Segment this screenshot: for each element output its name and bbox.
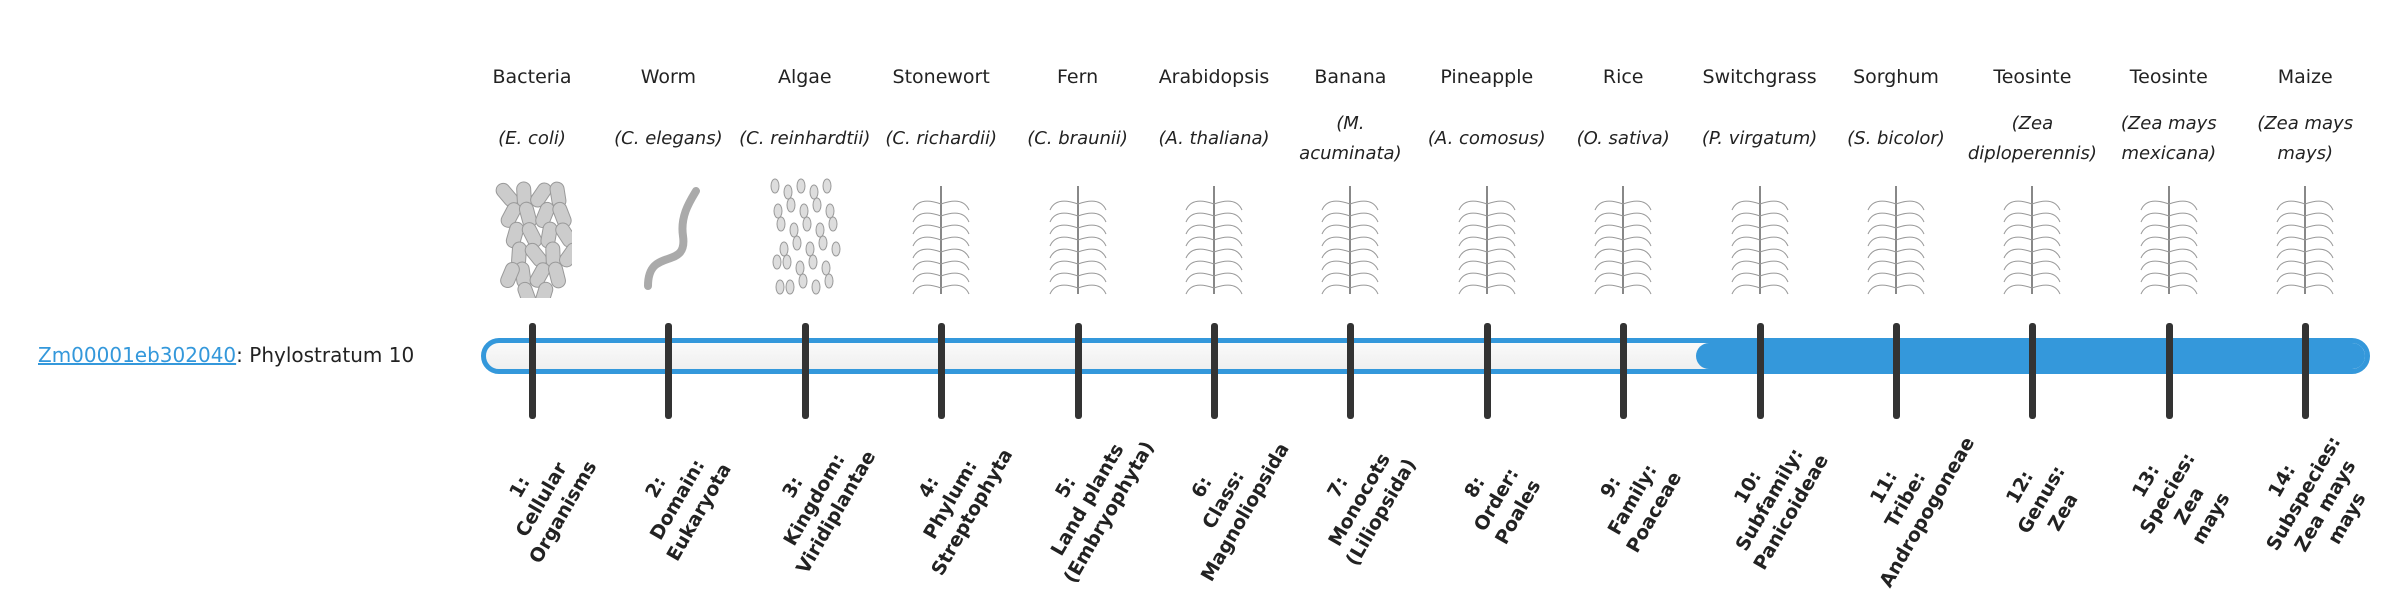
fern-icon xyxy=(1049,186,1107,295)
rice-icon xyxy=(1594,186,1652,295)
common-name: Banana xyxy=(1314,66,1387,88)
species-name: (C. braunii) xyxy=(1010,104,1146,174)
teosinte-icon xyxy=(2003,186,2061,295)
rank-label: 1: Cellular Organisms xyxy=(467,408,617,593)
common-name: Pineapple xyxy=(1440,66,1534,88)
species-name: (S. bicolor) xyxy=(1828,104,1964,174)
phylostratum-bar xyxy=(481,338,2370,374)
rank-label: 12: Genus: Zea xyxy=(1967,408,2117,593)
tick-mark-12 xyxy=(2029,323,2037,419)
rank-label: 5: Land plants (Embryophyta) xyxy=(1013,408,1163,593)
tick-mark-8 xyxy=(1483,323,1491,419)
common-name: Rice xyxy=(1602,66,1644,88)
species-name: (C. reinhardtii) xyxy=(737,104,873,174)
rank-label: 8: Order: Poales xyxy=(1422,408,1572,593)
maize-icon xyxy=(2276,186,2334,295)
species-text: (A. comosus) xyxy=(1427,128,1546,149)
teosinte-mexicana-icon xyxy=(2140,186,2198,295)
common-name: Teosinte xyxy=(2129,66,2208,88)
worm-icon xyxy=(644,187,701,290)
species-text: (P. virgatum) xyxy=(1701,128,1818,149)
common-name: Worm xyxy=(640,66,697,88)
stonewort-icon xyxy=(912,186,970,295)
tick-mark-7 xyxy=(1347,323,1355,419)
tick-mark-11 xyxy=(1893,323,1900,419)
rank-label: 7: Monocots (Liliopsida) xyxy=(1285,408,1435,593)
species-text: (S. bicolor) xyxy=(1847,128,1945,149)
arabidopsis-icon xyxy=(1185,186,1243,295)
common-name: Bacteria xyxy=(492,66,572,88)
rank-label: 2: Domain: Eukaryota xyxy=(603,408,753,593)
tick-mark-9 xyxy=(1620,323,1628,419)
species-name: (C. elegans) xyxy=(600,104,736,174)
species-text: (E. coli) xyxy=(498,128,566,149)
switchgrass-icon xyxy=(1731,186,1789,295)
tick-mark-2 xyxy=(665,323,673,419)
rank-label: 3: Kingdom: Viridiplantae xyxy=(740,408,890,593)
common-name: Switchgrass xyxy=(1702,66,1817,88)
species-text: (C. elegans) xyxy=(614,128,723,149)
species-name: (Zea diploperennis) xyxy=(1964,104,2100,174)
species-text: (C. richardii) xyxy=(885,128,997,149)
species-name: (C. richardii) xyxy=(873,104,1009,174)
species-text: (C. braunii) xyxy=(1027,128,1128,149)
common-name: Stonewort xyxy=(892,66,990,88)
species-name: (A. thaliana) xyxy=(1146,104,1282,174)
banana-icon xyxy=(1321,186,1379,295)
species-text: (Zea mays mays) xyxy=(2257,113,2354,164)
species-text: (Zea mays mexicana) xyxy=(2120,113,2217,164)
sorghum-icon xyxy=(1867,186,1925,295)
species-name: (Zea mays mexicana) xyxy=(2101,104,2237,174)
tick-mark-5 xyxy=(1074,323,1082,419)
gene-id-link[interactable]: Zm00001eb302040 xyxy=(38,343,237,367)
common-name: Maize xyxy=(2277,66,2333,88)
rank-label: 4: Phylum: Streptophyta xyxy=(876,408,1026,593)
gene-separator: : xyxy=(236,343,243,367)
species-name: (A. comosus) xyxy=(1419,104,1555,174)
common-name: Algae xyxy=(777,66,832,88)
species-text: (C. reinhardtii) xyxy=(739,128,871,149)
species-text: (A. thaliana) xyxy=(1158,128,1270,149)
rank-label: 14: Subspecies: Zea mays mays xyxy=(2229,401,2400,598)
tick-mark-13 xyxy=(2165,323,2173,419)
rank-label: 13: Species: Zea mays xyxy=(2093,401,2265,598)
rank-label: 9: Family: Poaceae xyxy=(1558,408,1708,593)
gene-label: Zm00001eb302040: Phylostratum 10 xyxy=(38,340,414,370)
common-name: Sorghum xyxy=(1853,66,1939,88)
tick-mark-10 xyxy=(1756,323,1764,419)
algae-icon xyxy=(770,178,841,295)
tick-mark-3 xyxy=(801,323,809,419)
rank-label: 6: Class: Magnoliopsida xyxy=(1149,408,1299,593)
tick-mark-1 xyxy=(529,323,536,419)
rank-label: 10: Subfamily: Panicoideae xyxy=(1695,408,1845,593)
tick-mark-6 xyxy=(1211,323,1218,419)
species-name: (E. coli) xyxy=(464,104,600,174)
common-name: Teosinte xyxy=(1993,66,2072,88)
pineapple-icon xyxy=(1458,186,1516,295)
bacteria-icon xyxy=(495,181,572,298)
species-name: (O. sativa) xyxy=(1555,104,1691,174)
common-name: Arabidopsis xyxy=(1158,66,1270,88)
species-name: (M. acuminata) xyxy=(1282,104,1418,174)
species-text: (O. sativa) xyxy=(1576,128,1670,149)
rank-label: 11: Tribe: Andropogoneae xyxy=(1831,408,1981,593)
species-text: (Zea diploperennis) xyxy=(1967,113,2097,164)
tick-mark-14 xyxy=(2302,323,2310,419)
common-name: Fern xyxy=(1057,66,1099,88)
tick-mark-4 xyxy=(938,323,946,419)
species-name: (Zea mays mays) xyxy=(2237,104,2373,174)
species-text: (M. acuminata) xyxy=(1299,113,1402,164)
phylostratum-text: Phylostratum 10 xyxy=(242,343,415,367)
species-name: (P. virgatum) xyxy=(1692,104,1828,174)
